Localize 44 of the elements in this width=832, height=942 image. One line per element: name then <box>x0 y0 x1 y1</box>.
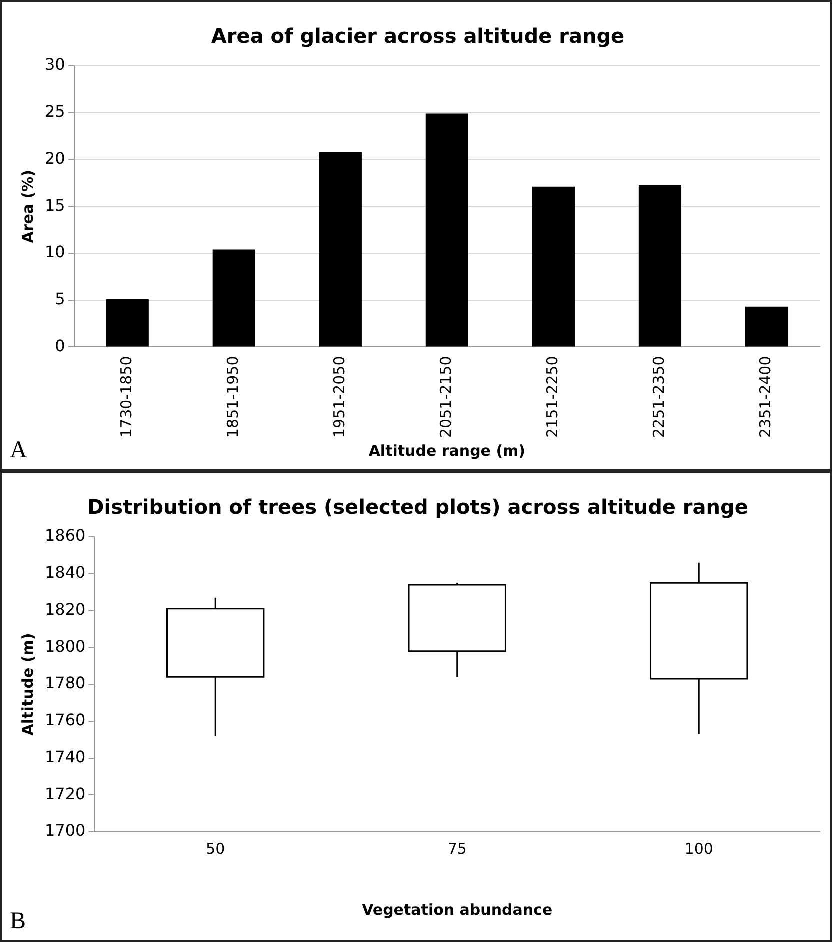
text: A <box>10 437 28 464</box>
candlestick <box>408 582 506 678</box>
bar <box>426 114 468 347</box>
bar <box>532 186 576 347</box>
bar <box>319 152 362 347</box>
y-tick-label: 1800 <box>45 636 86 656</box>
x-tick-label: 2151-2250 <box>544 356 562 438</box>
y-tick-label: 15 <box>45 196 66 215</box>
text: B <box>10 908 26 934</box>
y-tick-label: 1700 <box>45 821 86 840</box>
x-tick-label: 1951-2050 <box>330 356 349 438</box>
chart-title: Area of glacier across altitude range <box>211 24 625 48</box>
y-tick-label: 1820 <box>45 600 86 619</box>
x-axis-title: Altitude range (m) <box>368 442 526 460</box>
y-tick-label: 25 <box>45 102 66 122</box>
candlestick <box>166 597 265 737</box>
chart-title: Distribution of trees (selected plots) across altitude range <box>88 495 748 520</box>
y-tick-label: 20 <box>45 148 66 168</box>
candlestick <box>650 562 748 736</box>
y-axis-title: Altitude (m) <box>18 633 37 736</box>
y-axis-title: Area (%) <box>18 170 37 244</box>
bar <box>638 185 682 347</box>
x-axis-title: Vegetation abundance <box>362 900 553 919</box>
bar <box>106 299 149 347</box>
y-tick-label: 10 <box>45 242 66 262</box>
x-tick-label: 2051-2150 <box>437 356 456 438</box>
y-tick-label: 1740 <box>45 747 86 766</box>
bar <box>212 250 256 347</box>
bar <box>745 306 788 347</box>
x-tick-label: 100 <box>684 840 714 858</box>
x-tick-label: 2251-2350 <box>650 356 668 438</box>
y-tick-label: 5 <box>55 290 66 309</box>
y-tick-label: 1840 <box>45 563 86 582</box>
y-tick-label: 0 <box>55 336 66 356</box>
x-tick-label: 2351-2400 <box>756 356 775 438</box>
y-tick-label: 1860 <box>45 526 86 546</box>
y-tick-label: 1720 <box>45 784 86 804</box>
y-tick-label: 1780 <box>45 674 86 693</box>
x-tick-label: 1730-1850 <box>118 356 136 438</box>
x-tick-label: 75 <box>448 840 467 858</box>
x-tick-label: 50 <box>206 840 226 858</box>
y-tick-label: 1760 <box>45 710 86 730</box>
y-tick-label: 30 <box>45 55 66 74</box>
x-tick-label: 1851-1950 <box>224 356 242 438</box>
